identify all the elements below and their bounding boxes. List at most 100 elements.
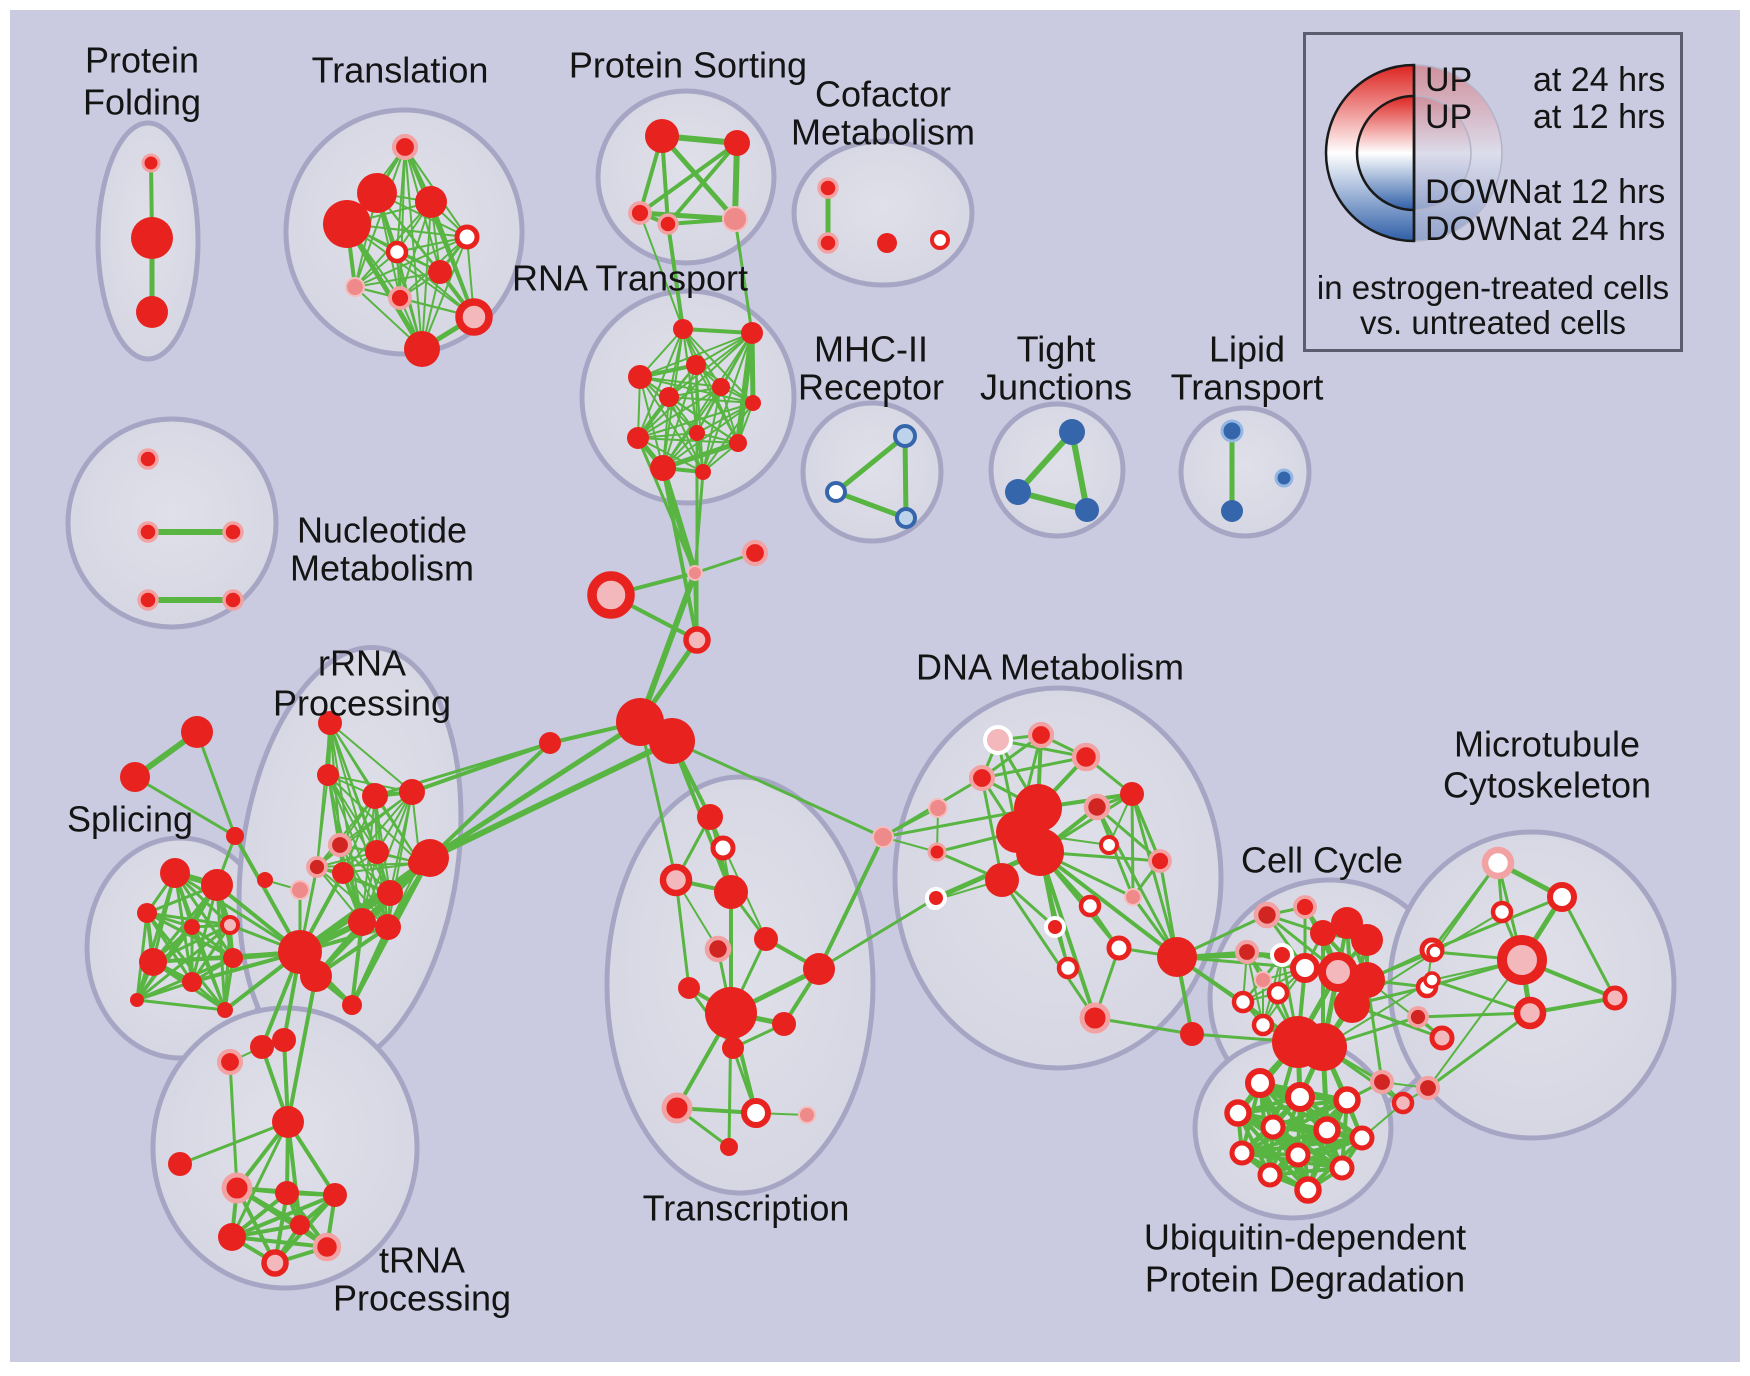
node	[1124, 888, 1142, 906]
node	[1310, 920, 1336, 946]
node	[928, 798, 948, 818]
node	[705, 987, 757, 1039]
cluster-label-cofac: Cofactor	[815, 74, 951, 115]
legend-caption-line2: vs. untreated cells	[1360, 304, 1626, 341]
node	[1148, 849, 1172, 873]
node	[137, 589, 159, 611]
node	[1369, 1069, 1395, 1095]
node	[712, 378, 730, 396]
node	[345, 277, 365, 297]
node	[300, 960, 332, 992]
node	[1349, 1125, 1375, 1151]
edge	[1268, 1136, 1364, 1177]
node	[399, 779, 425, 805]
legend-box: UP at 24 hrs UP at 12 hrs DOWN at 12 hrs…	[1303, 32, 1683, 352]
edge	[195, 730, 237, 838]
edge	[427, 719, 643, 861]
edge	[354, 146, 406, 288]
node	[365, 840, 389, 864]
edge	[233, 834, 302, 954]
legend-ring-icon	[1324, 63, 1503, 243]
node	[342, 995, 362, 1015]
node	[348, 908, 376, 936]
edge	[681, 327, 754, 335]
edge	[329, 722, 413, 793]
node	[428, 260, 452, 284]
edge	[1430, 978, 1532, 1015]
edge	[344, 221, 425, 352]
node	[1253, 901, 1281, 929]
legend-label-up-24: UP	[1425, 61, 1473, 99]
node	[160, 858, 190, 888]
edge	[639, 212, 684, 330]
node	[627, 427, 649, 449]
nodes	[120, 119, 1628, 1277]
cluster-ellipse-mhc	[800, 400, 944, 544]
edge	[145, 911, 232, 927]
node	[729, 434, 747, 452]
edge	[1095, 805, 1179, 959]
node	[659, 863, 693, 897]
edge	[421, 201, 432, 350]
legend-time-down-12: at 12 hrs	[1533, 173, 1666, 211]
edge	[902, 433, 909, 521]
cluster-ellipse-txn	[604, 774, 876, 1196]
node	[930, 230, 950, 250]
node	[1220, 419, 1244, 443]
node	[673, 319, 693, 339]
node	[745, 395, 761, 411]
node	[139, 948, 167, 976]
node	[136, 296, 168, 328]
node	[217, 1002, 233, 1018]
edge	[735, 330, 755, 446]
edge	[666, 222, 685, 331]
node	[649, 718, 695, 764]
node	[1293, 895, 1317, 919]
node	[272, 1106, 304, 1138]
edge	[1093, 1016, 1194, 1036]
edge	[660, 440, 741, 471]
edge	[636, 436, 697, 575]
edge	[286, 1120, 302, 1227]
node	[220, 915, 240, 935]
node	[1260, 1114, 1286, 1140]
node	[1490, 900, 1514, 924]
cluster-label-mhc: Receptor	[798, 367, 944, 408]
node	[1602, 985, 1628, 1011]
edge	[316, 774, 329, 868]
edge	[190, 883, 219, 984]
node	[306, 856, 328, 878]
legend-label-up-12: UP	[1425, 98, 1473, 136]
node	[1234, 939, 1260, 965]
edge	[1130, 792, 1162, 863]
node	[1106, 935, 1132, 961]
cluster-ellipse-nuc	[65, 416, 279, 630]
node	[357, 173, 397, 213]
node	[1016, 828, 1064, 876]
node	[661, 1092, 693, 1124]
edge	[1130, 792, 1179, 959]
edge	[670, 739, 885, 839]
cluster-label-sort: Protein Sorting	[569, 45, 807, 86]
edge	[173, 871, 235, 960]
node	[1157, 937, 1197, 977]
cluster-ellipse-trnap	[150, 1005, 420, 1291]
node	[201, 869, 233, 901]
node	[687, 565, 703, 581]
node	[130, 993, 144, 1007]
node	[318, 711, 342, 735]
node	[137, 448, 159, 470]
node	[221, 1172, 253, 1204]
node	[1071, 742, 1101, 772]
node	[927, 842, 947, 862]
edge	[346, 223, 475, 318]
edge	[151, 923, 232, 964]
node	[1429, 1025, 1455, 1051]
edge	[286, 974, 318, 1124]
node	[1294, 1176, 1322, 1204]
edge	[1427, 959, 1523, 1089]
edge	[135, 998, 227, 1012]
node	[720, 1138, 738, 1156]
edge	[638, 720, 678, 882]
node	[1497, 935, 1547, 985]
